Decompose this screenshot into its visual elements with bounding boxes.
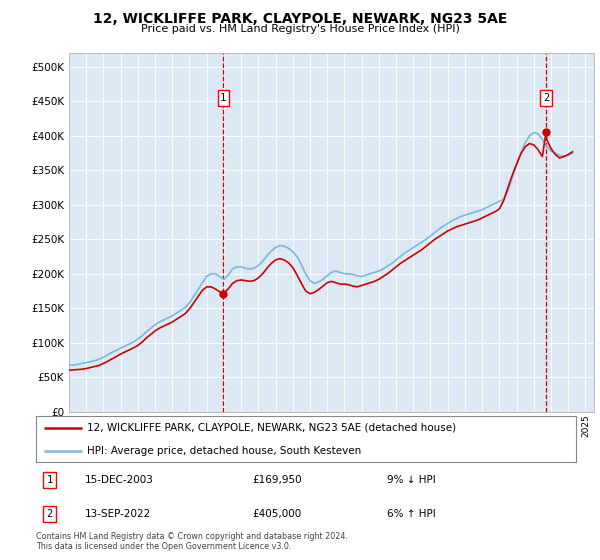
Text: 1: 1 (220, 93, 226, 103)
Text: £405,000: £405,000 (252, 509, 301, 519)
Text: 1: 1 (46, 475, 53, 485)
Text: 12, WICKLIFFE PARK, CLAYPOLE, NEWARK, NG23 5AE: 12, WICKLIFFE PARK, CLAYPOLE, NEWARK, NG… (93, 12, 507, 26)
Text: £169,950: £169,950 (252, 475, 302, 485)
Text: 12, WICKLIFFE PARK, CLAYPOLE, NEWARK, NG23 5AE (detached house): 12, WICKLIFFE PARK, CLAYPOLE, NEWARK, NG… (88, 423, 457, 432)
Text: HPI: Average price, detached house, South Kesteven: HPI: Average price, detached house, Sout… (88, 446, 362, 455)
Text: 6% ↑ HPI: 6% ↑ HPI (387, 509, 436, 519)
Text: Price paid vs. HM Land Registry's House Price Index (HPI): Price paid vs. HM Land Registry's House … (140, 24, 460, 34)
Text: 15-DEC-2003: 15-DEC-2003 (85, 475, 154, 485)
Text: 2: 2 (543, 93, 549, 103)
Text: 13-SEP-2022: 13-SEP-2022 (85, 509, 151, 519)
Text: Contains HM Land Registry data © Crown copyright and database right 2024.
This d: Contains HM Land Registry data © Crown c… (36, 532, 348, 552)
Text: 2: 2 (46, 509, 53, 519)
Text: 9% ↓ HPI: 9% ↓ HPI (387, 475, 436, 485)
